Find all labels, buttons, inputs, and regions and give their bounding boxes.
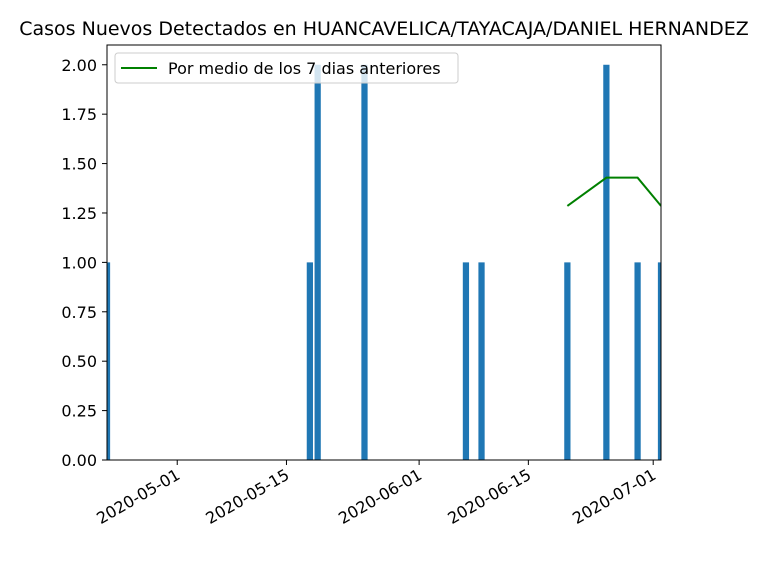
x-tick-label: 2020-07-01 [569,465,659,528]
bar [314,64,321,460]
y-tick-label: 0.00 [61,451,97,470]
y-tick-label: 1.75 [61,105,97,124]
bar [306,262,313,460]
legend: Por medio de los 7 dias anteriores [114,52,459,84]
y-axis: 0.00 0.25 0.50 0.75 1.00 1.25 1.50 1.75 2.00 [61,56,107,470]
y-tick-label: 1.50 [61,155,97,174]
x-tick-label: 2020-05-01 [93,465,183,528]
y-tick-label: 1.00 [61,253,97,272]
y-tick-label: 0.50 [61,352,97,371]
y-tick-label: 1.25 [61,204,97,223]
legend-label: Por medio de los 7 dias anteriores [168,59,441,78]
y-tick-label: 2.00 [61,56,97,75]
x-tick-label: 2020-06-15 [444,465,534,528]
x-tick-label: 2020-06-01 [335,465,425,528]
bars-group [107,64,661,460]
y-tick-label: 0.75 [61,303,97,322]
bar [462,262,470,460]
series-line [566,176,661,207]
x-axis: 2020-05-01 2020-05-15 2020-06-01 2020-06-15… [93,460,659,528]
bar [603,64,610,460]
bar [107,262,111,460]
bar [564,262,571,460]
legend-box [114,52,459,84]
axes-frame [106,44,662,461]
bar [634,262,641,460]
bar [478,262,485,460]
line-group [566,176,661,207]
chart-title: Casos Nuevos Detectados en HUANCAVELICA/… [19,18,749,40]
bar [657,262,661,460]
y-tick-label: 0.25 [61,402,97,421]
bar [361,64,368,460]
x-tick-label: 2020-05-15 [202,465,292,528]
